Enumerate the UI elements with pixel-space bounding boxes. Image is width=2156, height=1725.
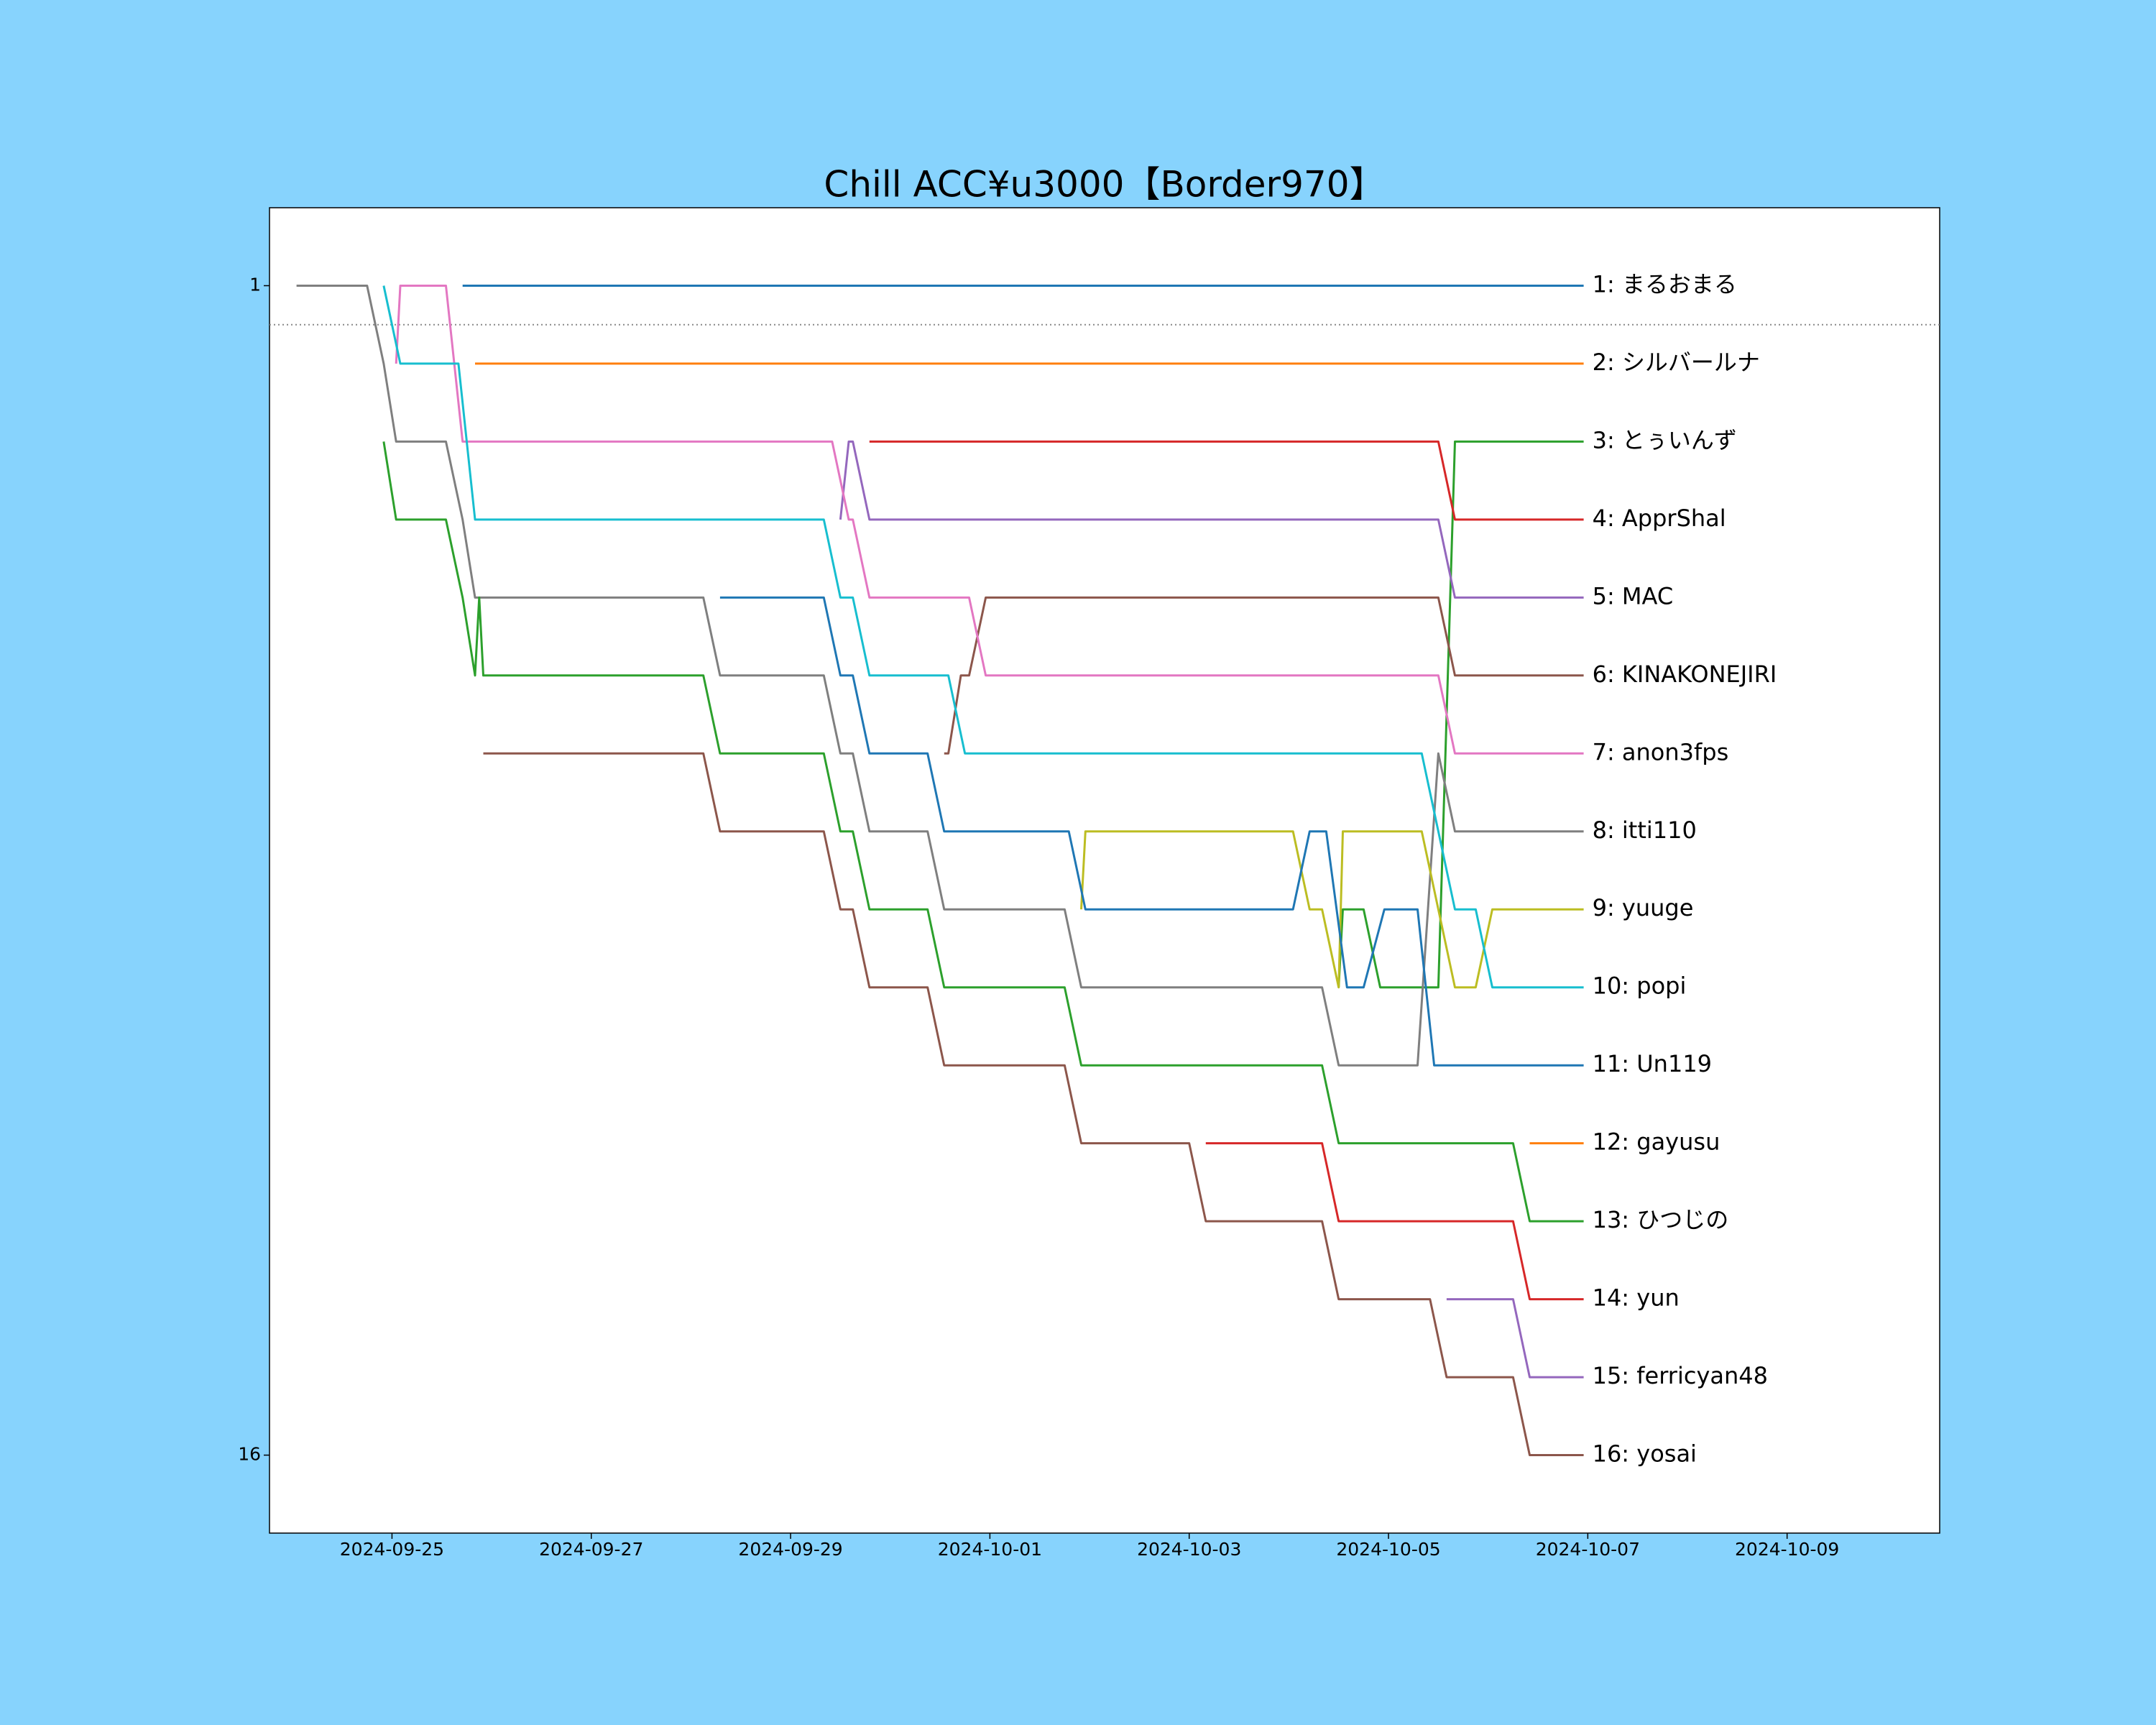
series-line xyxy=(382,285,1584,989)
series-label: 2: シルバールナ xyxy=(1593,349,1760,376)
x-tick-label: 2024-10-09 xyxy=(1735,1539,1839,1560)
series-line xyxy=(395,285,1584,755)
x-tick-label: 2024-10-05 xyxy=(1336,1539,1440,1560)
series-line xyxy=(382,441,1584,1223)
series-label: 14: yun xyxy=(1593,1284,1680,1312)
series-line xyxy=(719,596,1584,1067)
series-label: 9: yuuge xyxy=(1593,894,1694,921)
x-tick-label: 2024-09-29 xyxy=(738,1539,842,1560)
x-tick-label: 2024-09-27 xyxy=(539,1539,643,1560)
y-tick-label: 1 xyxy=(249,274,261,295)
x-tick-label: 2024-09-25 xyxy=(340,1539,444,1560)
series-line xyxy=(296,285,1584,1067)
series-label: 6: KINAKONEJIRI xyxy=(1593,661,1777,688)
series-line xyxy=(839,440,1584,599)
series-line xyxy=(1337,440,1584,989)
series-label: 7: anon3fps xyxy=(1593,738,1729,765)
series-line xyxy=(1080,830,1584,989)
series-line xyxy=(869,440,1584,521)
series-label: 4: ApprShal xyxy=(1593,505,1726,532)
series-label: 10: popi xyxy=(1593,972,1687,1000)
x-tick-label: 2024-10-03 xyxy=(1137,1539,1241,1560)
x-tick-label: 2024-10-01 xyxy=(938,1539,1042,1560)
series-line xyxy=(483,752,1584,1456)
series-label: 12: gayusu xyxy=(1593,1128,1720,1156)
x-tick-label: 2024-10-07 xyxy=(1536,1539,1640,1560)
plot-area xyxy=(269,207,1940,1534)
series-label: 5: MAC xyxy=(1593,582,1674,610)
series-label: 8: itti110 xyxy=(1593,816,1697,844)
series-line xyxy=(1446,1298,1584,1379)
chart-title: Chill ACC¥u3000【Border970】 xyxy=(824,164,1385,206)
series-label: 3: とぅいんず xyxy=(1593,426,1737,454)
y-tick-label: 16 xyxy=(238,1444,261,1465)
series-label: 1: まるおまる xyxy=(1593,270,1737,298)
series-label: 15: ferricyan48 xyxy=(1593,1362,1768,1389)
series-label: 13: ひつじの xyxy=(1593,1206,1729,1233)
series-label: 11: Un119 xyxy=(1593,1050,1712,1077)
series-label: 16: yosai xyxy=(1593,1440,1697,1468)
series-line xyxy=(1205,1142,1584,1301)
